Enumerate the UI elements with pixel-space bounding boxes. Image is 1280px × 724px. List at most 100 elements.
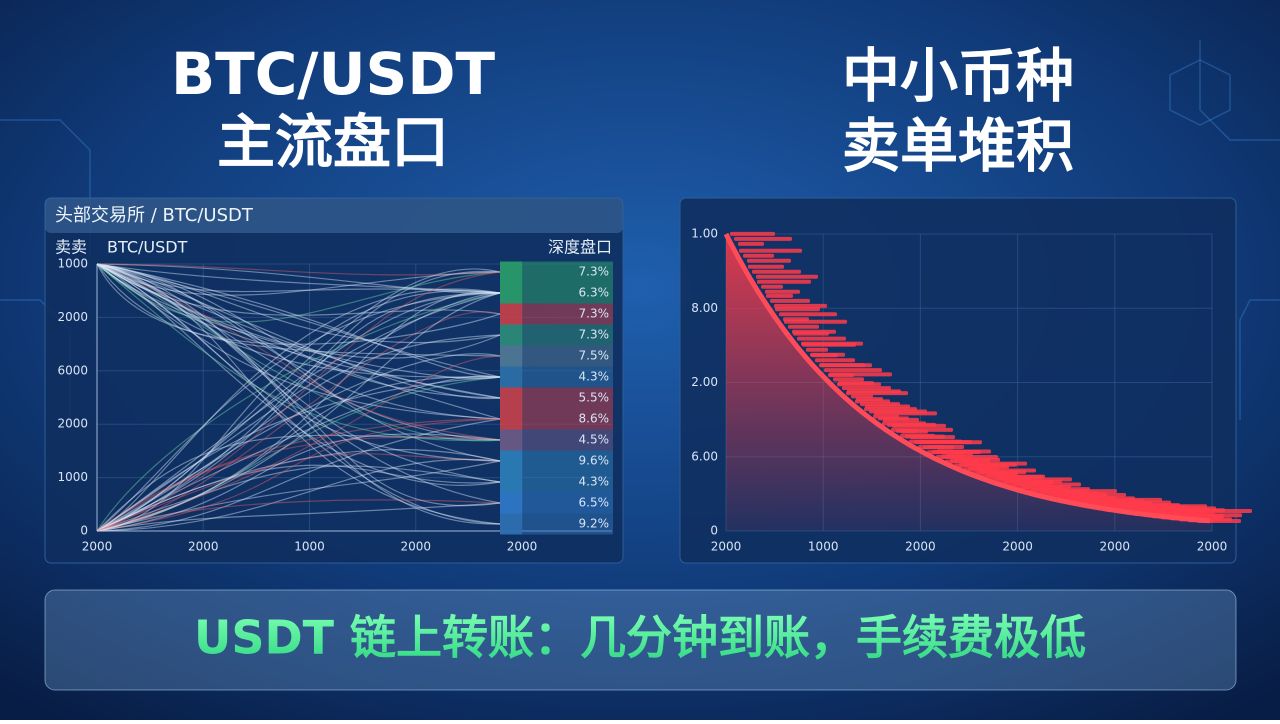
depth-row xyxy=(522,408,613,430)
flow-curve xyxy=(96,292,501,532)
depth-label: 6.3% xyxy=(579,286,610,300)
y-tick-label: 2000 xyxy=(57,417,88,431)
flow-curve xyxy=(96,263,501,294)
left-panel-header xyxy=(45,198,623,233)
depth-row xyxy=(522,450,613,472)
flow-curve xyxy=(96,263,501,525)
sell-order-bar xyxy=(793,331,829,336)
flow-curve xyxy=(96,263,501,400)
flow-curve xyxy=(96,263,501,442)
panel-header: 头部交易所 / BTC/USDT xyxy=(55,205,254,226)
flow-curve xyxy=(96,376,501,532)
sell-order-bar xyxy=(775,307,820,312)
depth-block xyxy=(500,324,522,346)
flow-curve xyxy=(96,465,501,532)
flow-curve xyxy=(96,453,501,532)
flow-curve xyxy=(96,464,501,532)
flow-curve xyxy=(96,292,501,532)
flow-curve xyxy=(96,263,501,399)
depth-label: 7.3% xyxy=(579,307,610,321)
sell-order-bar xyxy=(847,389,901,394)
depth-row xyxy=(522,387,613,409)
sell-order-bar xyxy=(955,457,1000,462)
depth-block xyxy=(500,471,522,493)
sell-order-bar xyxy=(756,274,818,279)
y-tick-label: 1000 xyxy=(57,470,88,484)
sell-order-bar xyxy=(910,435,955,440)
depth-block xyxy=(500,282,522,304)
depth-row xyxy=(522,471,613,493)
x-tick-label: 2000 xyxy=(905,540,936,554)
sell-order-bar xyxy=(766,293,793,298)
flow-curve xyxy=(96,263,501,420)
sell-order-bar xyxy=(856,397,883,402)
depth-block xyxy=(500,450,522,472)
depth-block xyxy=(500,429,522,451)
sell-order-bar xyxy=(811,353,838,358)
depth-label: 7.3% xyxy=(579,265,610,279)
x-tick-label: 1000 xyxy=(808,540,839,554)
y-title: 卖卖 xyxy=(55,238,87,257)
depth-block xyxy=(500,513,522,535)
sell-order-bar xyxy=(892,423,946,428)
sell-order-bar xyxy=(874,411,937,416)
flow-curve xyxy=(96,263,501,525)
flow-curve xyxy=(96,433,501,532)
depth-block xyxy=(500,366,522,388)
sell-order-bar xyxy=(824,368,882,373)
flow-curve xyxy=(96,263,501,357)
depth-row xyxy=(522,366,613,388)
flow-curve xyxy=(96,263,501,420)
flow-curve xyxy=(96,263,501,294)
sell-order-bar xyxy=(1189,509,1252,514)
sell-order-bar xyxy=(973,465,1009,470)
flow-curve xyxy=(96,263,501,276)
flow-curve xyxy=(96,449,501,532)
sell-order-bar xyxy=(1193,514,1224,519)
flow-curve xyxy=(96,263,501,507)
banner-text: USDT 链上转账：几分钟到账，手续费极低 xyxy=(194,611,1086,665)
right-heading: 卖单堆积 xyxy=(842,112,1074,180)
flow-curve xyxy=(96,499,501,532)
flow-curve xyxy=(96,263,501,441)
sell-order-bar xyxy=(964,461,1027,466)
flow-curve xyxy=(96,376,501,532)
y-tick-label: 6.00 xyxy=(691,449,718,463)
flow-curve xyxy=(96,292,501,532)
x-tick-label: 2000 xyxy=(711,540,742,554)
y-tick-label: 8.00 xyxy=(691,301,718,315)
sell-order-bar xyxy=(838,381,874,386)
flow-curve xyxy=(96,263,501,380)
flow-curve xyxy=(96,292,501,532)
flow-curve xyxy=(96,436,501,532)
x-tick-label: 2000 xyxy=(1197,540,1228,554)
depth-block xyxy=(500,303,522,325)
decay-area xyxy=(726,234,1212,531)
depth-block xyxy=(500,492,522,514)
depth-label: 7.5% xyxy=(579,349,610,363)
sell-order-bar xyxy=(842,386,891,391)
sell-order-bar xyxy=(752,269,801,274)
depth-label: 6.5% xyxy=(579,496,610,510)
flow-curve xyxy=(96,460,501,532)
sell-order-bar xyxy=(774,303,827,308)
flow-curve xyxy=(96,268,501,532)
sell-order-bar xyxy=(779,312,837,317)
flow-curve xyxy=(96,263,501,378)
banner-box xyxy=(44,589,1237,691)
flow-curve xyxy=(96,263,501,378)
flow-curve xyxy=(96,263,501,296)
flow-curve xyxy=(96,418,501,532)
y-tick-label: 0 xyxy=(80,524,88,538)
depth-label: 4.3% xyxy=(579,370,610,384)
sell-order-bar xyxy=(797,336,846,341)
sell-order-bar xyxy=(765,289,800,294)
flow-curve xyxy=(96,263,501,344)
sell-order-bar xyxy=(833,377,864,382)
depth-label: 4.3% xyxy=(579,475,610,489)
depth-label: 5.5% xyxy=(579,391,610,405)
flow-curve xyxy=(96,292,501,532)
flow-curve xyxy=(96,263,501,462)
x-tick-label: 2000 xyxy=(1002,540,1033,554)
sell-order-bar xyxy=(937,449,991,454)
